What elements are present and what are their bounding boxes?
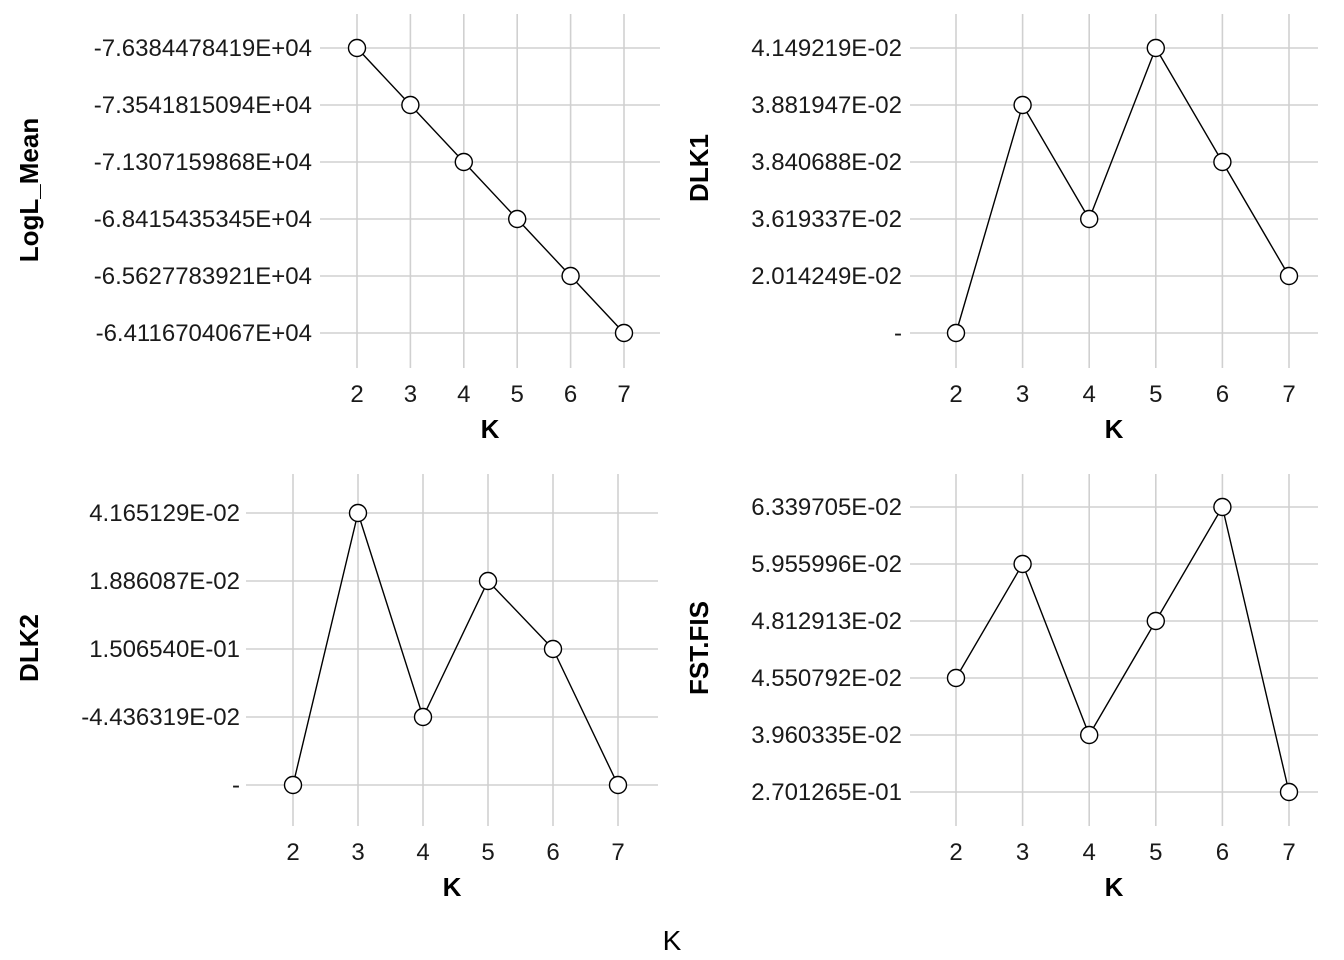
y-axis-title: LogL_Mean <box>14 118 44 262</box>
x-axis-title: K <box>1105 414 1124 444</box>
data-point <box>946 323 966 343</box>
x-tick-label: 7 <box>1282 839 1295 866</box>
y-axis-title: DLK1 <box>684 134 714 202</box>
y-tick-label: - <box>232 772 240 799</box>
x-tick-label: 2 <box>286 839 299 866</box>
data-point <box>1279 266 1299 286</box>
y-tick-label: 5.955996E-02 <box>751 551 902 578</box>
y-tick-label: 3.881947E-02 <box>751 92 902 119</box>
x-tick-label: 5 <box>1149 839 1162 866</box>
x-tick-label: 3 <box>1016 381 1029 408</box>
y-tick-label: 2.701265E-01 <box>751 779 902 806</box>
data-point <box>614 323 634 343</box>
data-point <box>283 775 303 795</box>
data-point <box>1146 611 1166 631</box>
data-point <box>561 266 580 286</box>
x-tick-label: 7 <box>1282 381 1295 408</box>
x-tick-label: 5 <box>1149 381 1162 408</box>
x-axis-title: K <box>481 414 500 444</box>
series-line <box>356 47 625 334</box>
y-axis-title: FST.FIS <box>684 601 714 695</box>
x-tick-label: 4 <box>457 381 470 408</box>
x-tick-label: 3 <box>351 839 364 866</box>
x-tick-label: 4 <box>416 839 429 866</box>
data-point <box>1213 497 1232 517</box>
y-tick-label: 1.506540E-01 <box>89 636 240 663</box>
x-tick-label: 3 <box>404 381 417 408</box>
x-tick-label: 5 <box>511 381 524 408</box>
data-point <box>1013 554 1032 574</box>
data-point <box>1079 209 1099 229</box>
data-point <box>1146 38 1166 58</box>
y-tick-label: -6.4116704067E+04 <box>96 320 312 347</box>
panel-logl-mean: -7.6384478419E+04 -7.3541815094E+04 -7.130… <box>14 14 660 444</box>
data-point <box>608 775 628 795</box>
x-tick-label: 7 <box>611 839 624 866</box>
y-tick-label: 4.165129E-02 <box>89 500 240 527</box>
data-point <box>348 503 368 523</box>
x-tick-label: 5 <box>481 839 494 866</box>
panel-dlk1: 4.149219E-02 3.881947E-02 3.840688E-02 3.61… <box>684 14 1318 444</box>
y-tick-label: -4.436319E-02 <box>81 704 240 731</box>
data-point <box>478 571 498 591</box>
data-point <box>1079 725 1099 745</box>
y-tick-label: 2.014249E-02 <box>751 263 902 290</box>
y-tick-label: -7.1307159868E+04 <box>94 149 312 176</box>
data-point <box>401 95 420 115</box>
y-tick-label: -6.5627783921E+04 <box>94 263 312 290</box>
y-tick-label: - <box>894 320 902 347</box>
y-tick-label: 1.886087E-02 <box>89 568 240 595</box>
data-point <box>946 668 966 688</box>
data-point <box>454 152 473 172</box>
y-tick-label: 4.550792E-02 <box>751 665 902 692</box>
data-point <box>1013 95 1032 115</box>
y-tick-label: 4.149219E-02 <box>751 35 902 62</box>
panel-fst-fis: 6.339705E-02 5.955996E-02 4.812913E-02 4.55… <box>684 474 1318 902</box>
series-line <box>292 510 619 786</box>
data-point <box>413 707 433 727</box>
x-axis-title: K <box>1105 872 1124 902</box>
y-tick-label: -6.8415435345E+04 <box>94 206 312 233</box>
x-tick-label: 7 <box>617 381 630 408</box>
data-point <box>347 38 367 58</box>
x-tick-label: 3 <box>1016 839 1029 866</box>
data-point <box>1279 782 1299 802</box>
series-line <box>955 46 1290 334</box>
global-x-axis-label: K <box>663 925 682 956</box>
x-tick-label: 4 <box>1083 839 1096 866</box>
y-tick-label: -7.3541815094E+04 <box>94 92 312 119</box>
x-tick-label: 2 <box>949 839 962 866</box>
x-tick-label: 4 <box>1083 381 1096 408</box>
panel-dlk2: 4.165129E-02 1.886087E-02 1.506540E-01 -4.4… <box>14 474 658 902</box>
y-tick-label: 3.619337E-02 <box>751 206 902 233</box>
y-tick-label: -7.6384478419E+04 <box>94 35 312 62</box>
data-point <box>543 639 563 659</box>
y-tick-label: 4.812913E-02 <box>751 608 902 635</box>
data-point <box>508 209 527 229</box>
y-tick-label: 3.960335E-02 <box>751 722 902 749</box>
x-axis-title: K <box>443 872 462 902</box>
data-point <box>1213 152 1232 172</box>
y-axis-title: DLK2 <box>14 614 44 682</box>
x-tick-label: 2 <box>350 381 363 408</box>
series-line <box>955 505 1290 793</box>
x-tick-label: 2 <box>949 381 962 408</box>
x-tick-label: 6 <box>1216 381 1229 408</box>
x-tick-label: 6 <box>1216 839 1229 866</box>
y-tick-label: 3.840688E-02 <box>751 149 902 176</box>
y-tick-label: 6.339705E-02 <box>751 494 902 521</box>
x-tick-label: 6 <box>564 381 577 408</box>
x-tick-label: 6 <box>546 839 559 866</box>
